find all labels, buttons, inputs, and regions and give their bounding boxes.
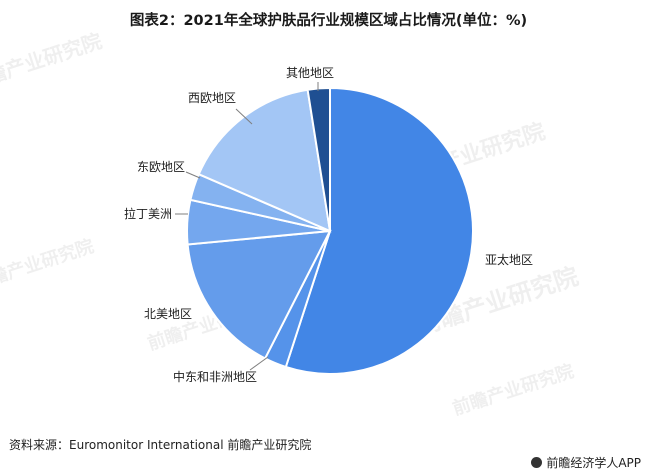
pie-slice bbox=[186, 229, 332, 360]
slice-label: 亚太地区 bbox=[485, 252, 533, 267]
watermark-text: 前瞻产业研究院 bbox=[0, 29, 105, 95]
slice-label: 其他地区 bbox=[286, 66, 334, 80]
slice-label: 东欧地区 bbox=[137, 160, 185, 174]
brand-logo-icon bbox=[531, 457, 543, 468]
chart-title: 图表2：2021年全球护肤品行业规模区域占比情况(单位：%) bbox=[129, 13, 528, 29]
leader-lines bbox=[175, 82, 319, 371]
pie-slice bbox=[197, 88, 332, 233]
pie-slice bbox=[306, 86, 331, 232]
pie-slices bbox=[186, 86, 474, 375]
leader-line bbox=[235, 108, 253, 125]
source-note: 资料来源：Euromonitor International 前瞻产业研究院 bbox=[9, 438, 312, 452]
brand-name: 前瞻经济学人APP bbox=[546, 456, 641, 470]
leader-line bbox=[249, 356, 269, 371]
pie-slice bbox=[284, 86, 474, 375]
watermark-text: 前瞻产业研究院 bbox=[0, 235, 96, 295]
slice-label: 中东和非洲地区 bbox=[173, 369, 257, 384]
watermark-text: 前瞻产业研究院 bbox=[450, 360, 577, 420]
leader-line bbox=[185, 171, 201, 179]
brand-footer: 前瞻经济学人APP bbox=[531, 454, 641, 471]
slice-label: 北美地区 bbox=[144, 307, 192, 321]
slice-label: 拉丁美洲 bbox=[124, 206, 172, 221]
slice-label: 西欧地区 bbox=[188, 91, 236, 105]
